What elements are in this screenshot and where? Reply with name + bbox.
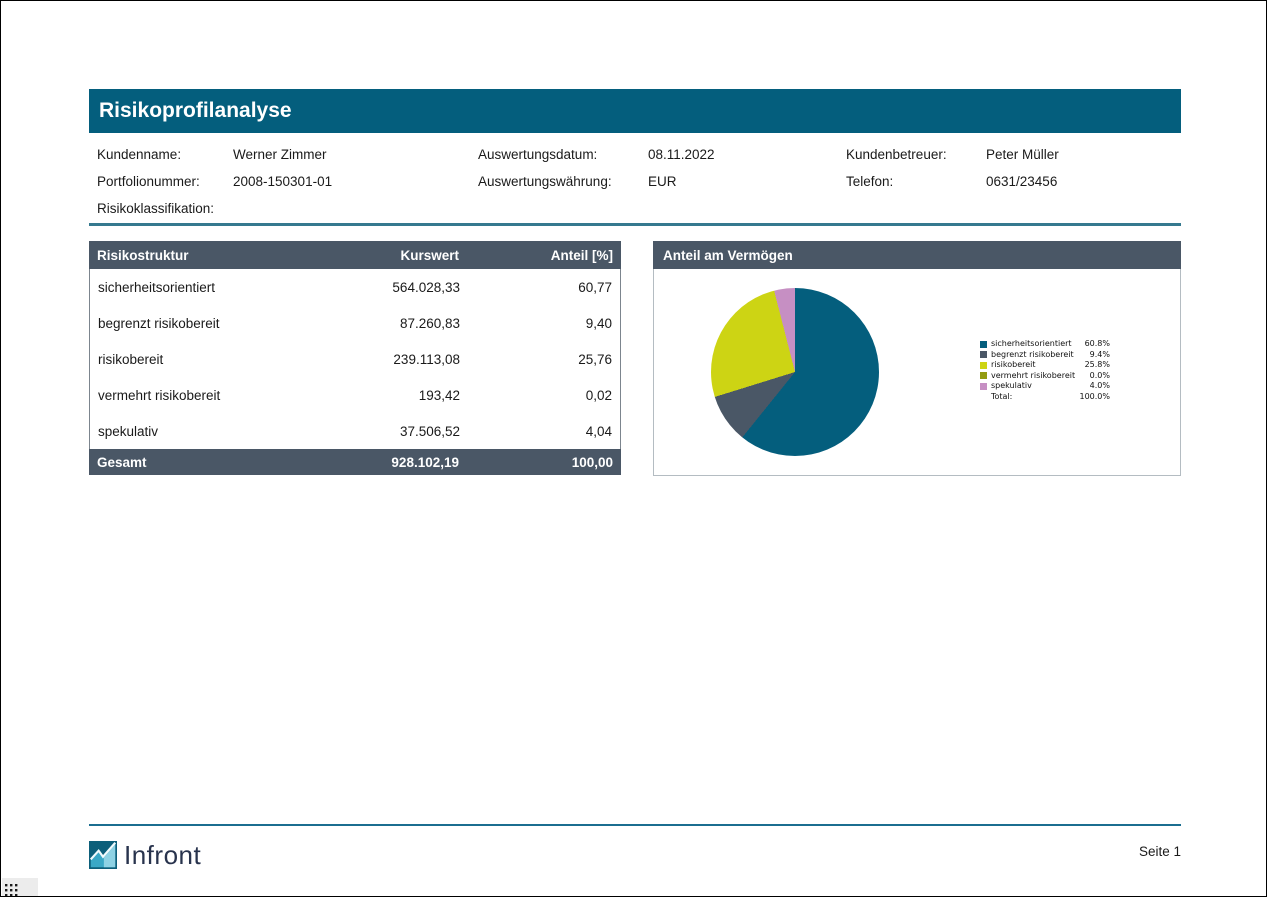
telefon-label: Telefon: [846, 174, 894, 189]
legend-label: begrenzt risikobereit [991, 349, 1074, 359]
legend-total-value: 100.0% [1079, 391, 1110, 401]
legend-swatch [980, 340, 987, 348]
legend-total-label: Total: [991, 391, 1013, 401]
legend-value: 4.0% [1089, 381, 1110, 390]
report-title-bar: Risikoprofilanalyse [89, 89, 1181, 133]
legend-label: vermehrt risikobereit [991, 370, 1076, 380]
row-label: risikobereit [98, 351, 164, 367]
risk-table-header: Risikostruktur Kurswert Anteil [%] [89, 241, 621, 269]
legend-swatch [980, 361, 987, 369]
infront-logo-icon [89, 841, 117, 869]
col-risikostruktur: Risikostruktur [97, 247, 189, 263]
auswertungsdatum-value: 08.11.2022 [648, 147, 715, 162]
legend-item: risikobereit 25.8% [980, 360, 1110, 371]
portfolionummer-value: 2008-150301-01 [233, 174, 333, 189]
legend-label: spekulativ [991, 381, 1032, 390]
row-kurswert: 193,42 [418, 387, 460, 403]
chart-panel-body: sicherheitsorientiert 60.8% begrenzt ris… [654, 269, 1180, 476]
row-anteil: 9,40 [585, 315, 612, 331]
row-kurswert: 37.506,52 [399, 423, 460, 439]
total-label: Gesamt [97, 454, 147, 470]
drag-handle [2, 878, 38, 896]
auswertungswaehrung-value: EUR [648, 174, 677, 189]
legend-total-item: Total: 100.0% [980, 392, 1110, 403]
kundenbetreuer-value: Peter Müller [986, 147, 1059, 162]
legend-value: 0.0% [1089, 370, 1110, 380]
chart-panel: Anteil am Vermögen sicherheitsorientiert… [653, 241, 1181, 476]
kundenname-label: Kundenname: [97, 147, 182, 162]
chart-title: Anteil am Vermögen [663, 247, 793, 263]
total-anteil: 100,00 [571, 454, 613, 470]
legend-value: 25.8% [1084, 360, 1110, 369]
row-label: spekulativ [98, 423, 159, 439]
auswertungsdatum-label: Auswertungsdatum: [478, 147, 598, 162]
info-separator [89, 223, 1181, 226]
pie-chart [711, 288, 879, 456]
infront-wordmark: Infront [124, 840, 202, 870]
legend-value: 9.4% [1089, 349, 1110, 359]
telefon-value: 0631/23456 [986, 174, 1058, 189]
infront-logo: Infront [89, 841, 201, 869]
portfolionummer-label: Portfolionummer: [97, 174, 200, 189]
kundenbetreuer-label: Kundenbetreuer: [846, 147, 947, 162]
legend-item: sicherheitsorientiert 60.8% [980, 339, 1110, 350]
table-row: risikobereit 239.113,08 25,76 [90, 341, 620, 377]
row-label: begrenzt risikobereit [98, 315, 220, 331]
customer-info: Kundenname: Werner Zimmer Auswertungsdat… [89, 141, 1181, 222]
legend-swatch [980, 382, 987, 390]
col-kurswert: Kurswert [400, 247, 459, 263]
risk-table-total-row: Gesamt 928.102,19 100,00 [89, 449, 621, 475]
col-anteil: Anteil [%] [550, 247, 613, 263]
legend-item: vermehrt risikobereit 0.0% [980, 371, 1110, 382]
risk-table-body: sicherheitsorientiert 564.028,33 60,77 b… [89, 269, 621, 449]
drag-handle-dots-icon [5, 884, 18, 896]
legend-item: begrenzt risikobereit 9.4% [980, 350, 1110, 361]
page-title: Risikoprofilanalyse [99, 99, 292, 122]
row-anteil: 25,76 [578, 351, 612, 367]
row-label: vermehrt risikobereit [98, 387, 221, 403]
auswertungswaehrung-label: Auswertungswährung: [478, 174, 612, 189]
risk-table: Risikostruktur Kurswert Anteil [%] siche… [89, 241, 621, 475]
table-row: vermehrt risikobereit 193,42 0,02 [90, 377, 620, 413]
row-label: sicherheitsorientiert [98, 279, 216, 295]
total-kurswert: 928.102,19 [391, 454, 459, 470]
table-row: spekulativ 37.506,52 4,04 [90, 413, 620, 449]
table-row: begrenzt risikobereit 87.260,83 9,40 [90, 305, 620, 341]
row-kurswert: 239.113,08 [393, 351, 460, 367]
legend-label: risikobereit [991, 360, 1036, 369]
legend-swatch [980, 372, 987, 380]
legend-value: 60.8% [1084, 339, 1110, 348]
risikoklassifikation-label: Risikoklassifikation: [97, 201, 215, 216]
footer-divider [89, 824, 1181, 826]
row-kurswert: 564.028,33 [392, 279, 460, 295]
row-anteil: 60,77 [578, 279, 612, 295]
legend-item: spekulativ 4.0% [980, 381, 1110, 392]
legend-label: sicherheitsorientiert [991, 339, 1072, 348]
legend-swatch [980, 351, 987, 359]
chart-panel-header: Anteil am Vermögen [653, 241, 1181, 269]
kundenname-value: Werner Zimmer [233, 147, 327, 162]
row-anteil: 0,02 [585, 387, 612, 403]
row-anteil: 4,04 [585, 423, 612, 439]
table-row: sicherheitsorientiert 564.028,33 60,77 [90, 269, 620, 305]
page-number: Seite 1 [1138, 844, 1181, 859]
chart-legend: sicherheitsorientiert 60.8% begrenzt ris… [980, 339, 1110, 402]
row-kurswert: 87.260,83 [399, 315, 460, 331]
